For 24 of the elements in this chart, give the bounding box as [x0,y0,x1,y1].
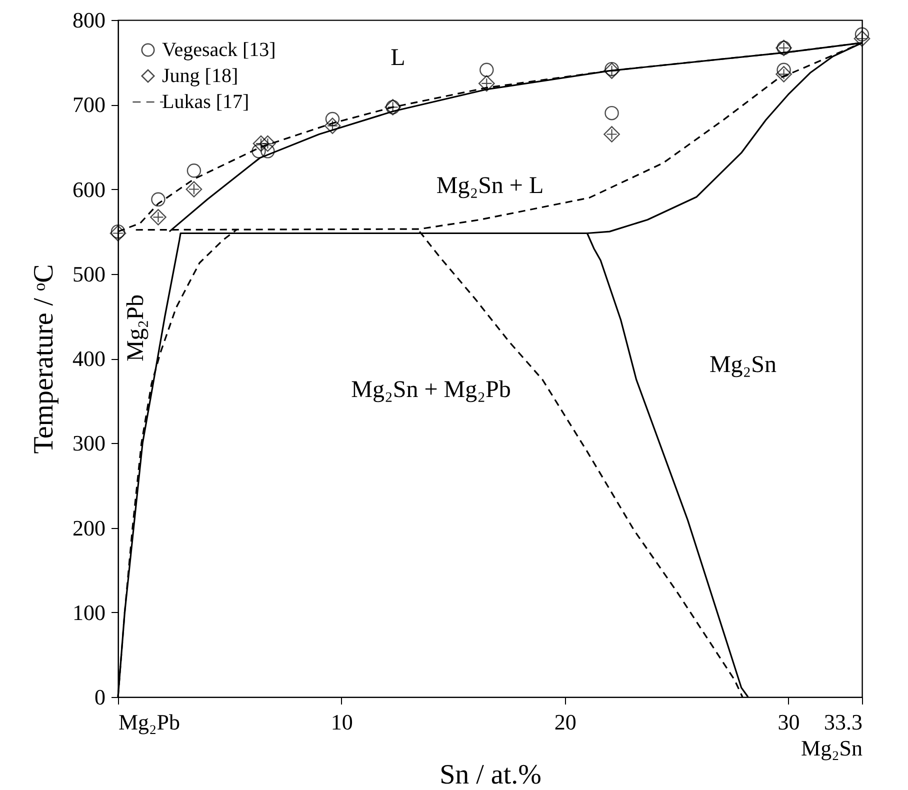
annotation: Mg₂Sn + Mg₂Pb [351,377,511,403]
y-tick-label: 100 [72,600,106,625]
y-tick-label: 200 [72,515,106,540]
y-tick-label: 500 [72,261,106,286]
annotation: L [390,45,406,71]
legend-label: Vegesack [13] [162,39,276,61]
annotation: Mg₂Sn + L [436,173,544,199]
x-tick-label: 33.3 Mg₂Sn [801,710,862,760]
legend-label: Lukas [17] [162,91,250,113]
annotation: Mg₂Pb [123,294,149,362]
y-tick-label: 700 [72,92,106,118]
y-tick-label: 600 [72,176,106,202]
legend-label: Jung [18] [162,65,238,87]
y-tick-label: 300 [72,430,106,456]
y-tick-label: 400 [72,346,106,371]
x-tick-label: 30 [778,710,800,734]
y-tick-label: 0 [94,684,106,710]
x-tick-label: 20 [554,710,576,734]
y-tick-label: 800 [72,8,106,32]
x-tick-label: 10 [330,710,353,734]
y-axis-title: Temperature / ᵒC [28,264,60,454]
annotation: Mg₂Sn [709,352,777,378]
x-tick-label: Mg₂Pb [118,710,180,734]
x-axis-title: Sn / at.% [440,760,542,790]
